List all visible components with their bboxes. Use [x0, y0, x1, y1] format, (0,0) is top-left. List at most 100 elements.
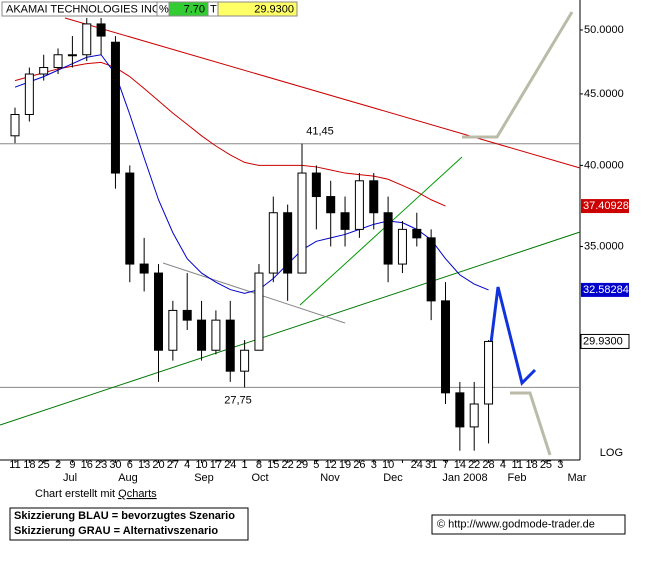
candle-body — [39, 67, 49, 75]
x-tick-label: 14 — [454, 459, 466, 471]
price: 29.9300 — [254, 3, 294, 15]
stock-name: AKAMAI TECHNOLOGIES INC — [6, 3, 160, 15]
candle-body — [110, 41, 120, 174]
trend-line — [299, 156, 463, 306]
x-tick-label: 13 — [138, 459, 150, 471]
x-tick-label: 16 — [81, 459, 93, 471]
y-tick-label: 45.0000 — [584, 88, 624, 100]
x-tick-label: 6 — [127, 459, 133, 471]
month-label: Jul — [63, 472, 77, 484]
candle-body — [268, 212, 278, 274]
level-label: 27,75 — [224, 394, 252, 406]
x-tick-label: 23 — [95, 459, 107, 471]
x-tick-label: 8 — [256, 459, 262, 471]
x-tick-label: 22 — [282, 459, 294, 471]
candle-body — [297, 172, 307, 274]
credit-link[interactable]: Qcharts — [118, 488, 157, 500]
candle-body — [283, 212, 293, 274]
moving-average — [14, 54, 489, 294]
month-label: Nov — [320, 472, 340, 484]
x-tick-label: 22 — [468, 459, 480, 471]
value-label: 37.40928 — [583, 200, 629, 212]
value-box — [581, 199, 629, 214]
candle-body — [225, 319, 235, 372]
x-tick-label: 19 — [339, 459, 351, 471]
month-label: Feb — [508, 472, 527, 484]
scale-label: LOG — [600, 447, 623, 459]
candle-body — [455, 392, 465, 428]
x-tick-label: 1 — [242, 459, 248, 471]
candle-body — [168, 309, 178, 351]
level-label: 41,45 — [306, 126, 334, 138]
scenario-gray — [462, 11, 574, 139]
trend-line — [64, 17, 581, 169]
candle-body — [441, 300, 450, 394]
x-tick-label: 18 — [23, 459, 35, 471]
legend-blue: Skizzierung BLAU = bevorzugtes Szenario — [14, 510, 235, 522]
x-tick-label: 24 — [411, 459, 423, 471]
candle-body — [426, 237, 436, 302]
time-label: T — [210, 3, 217, 15]
legend-gray: Skizzierung GRAU = Alternativszenario — [14, 525, 218, 537]
x-tick-label: 3 — [371, 459, 377, 471]
candle-body — [254, 272, 264, 351]
credit: Chart erstellt mit Qcharts — [35, 488, 157, 500]
value-label: 29.9300 — [583, 335, 623, 347]
value-box — [580, 333, 630, 349]
y-tick-label: 50.0000 — [584, 24, 624, 36]
trend-line — [162, 262, 346, 324]
x-tick-label: 5 — [313, 459, 319, 471]
candle-body — [412, 228, 422, 239]
candle-body — [383, 212, 393, 265]
y-tick-label: 40.0000 — [584, 159, 624, 171]
change: 7.70 — [184, 3, 205, 15]
x-tick-label: 11 — [9, 459, 20, 471]
trend-lines — [0, 11, 581, 456]
candle-body — [82, 23, 92, 56]
x-tick-label: 11 — [512, 459, 523, 471]
x-tick-label: 7 — [442, 459, 448, 471]
candle-body — [484, 340, 494, 405]
x-tick-label: 18 — [525, 459, 537, 471]
url[interactable]: © http://www.godmode-trader.de — [437, 518, 595, 530]
price-box — [217, 1, 298, 17]
x-tick-label: 4 — [500, 459, 506, 471]
month-label: Sep — [194, 472, 214, 484]
x-tick-label: 20 — [152, 459, 164, 471]
x-tick-label: 26 — [353, 459, 365, 471]
scenario-blue — [489, 286, 537, 386]
x-tick-label: 28 — [482, 459, 494, 471]
x-tick-label: 2 — [55, 459, 61, 471]
candle-body — [67, 54, 77, 57]
candle-body — [197, 319, 207, 351]
value-box — [581, 282, 629, 297]
x-tick-label: 9 — [69, 459, 75, 471]
candle-body — [53, 54, 63, 69]
candle-body — [240, 349, 250, 372]
month-label: Mar — [568, 472, 587, 484]
x-tick-label: 15 — [267, 459, 279, 471]
scenario-gray — [510, 391, 552, 456]
month-label: Aug — [118, 472, 138, 484]
moving-average — [14, 61, 446, 207]
candle-body — [96, 23, 106, 37]
trend-line — [0, 231, 581, 426]
candle-body — [211, 319, 221, 351]
x-tick-label: 4 — [184, 459, 190, 471]
candle-body — [326, 196, 336, 214]
x-tick-label: 30 — [109, 459, 121, 471]
candle-body — [10, 114, 20, 137]
candle-body — [469, 403, 479, 428]
x-tick-label: 25 — [540, 459, 552, 471]
candle-body — [369, 180, 379, 214]
x-tick-label: 31 — [425, 459, 437, 471]
x-tick-label: 24 — [224, 459, 236, 471]
candle-body — [154, 272, 163, 351]
candle-body — [397, 228, 407, 265]
candle-body — [139, 263, 149, 274]
credit-text: Chart erstellt mit — [35, 488, 118, 500]
x-tick-label: 25 — [38, 459, 50, 471]
x-tick-label: 10 — [195, 459, 207, 471]
